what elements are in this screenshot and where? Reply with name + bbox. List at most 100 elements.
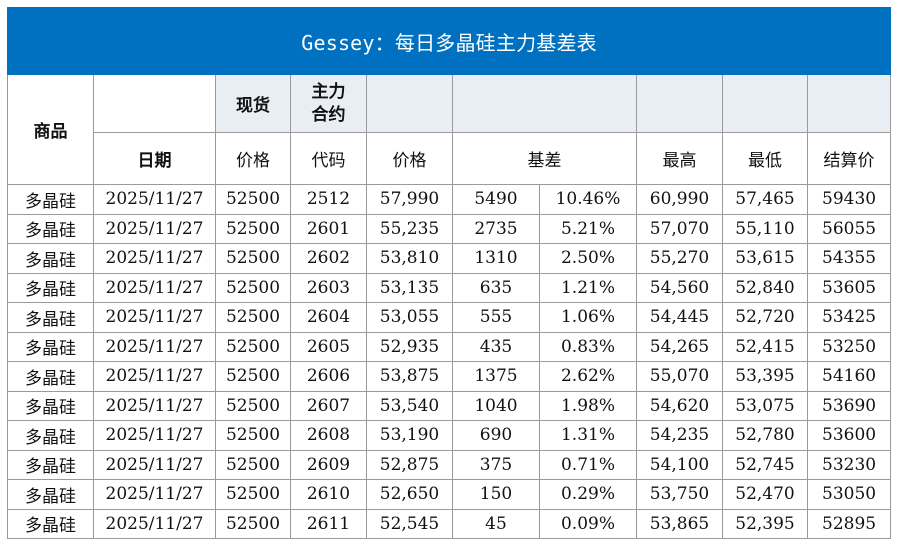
cell-date: 2025/11/27 [93,331,216,362]
cell-low: 52,415 [722,331,808,362]
cell-price: 52,545 [366,508,453,539]
header-price: 价格 [366,132,453,185]
cell-basis: 375 [452,449,540,480]
cell-basis: 45 [452,508,540,539]
cell-product: 多晶硅 [7,213,94,244]
cell-price: 53,540 [366,390,453,421]
cell-basis: 1375 [452,361,540,392]
cell-settle: 53050 [806,479,892,510]
header-blank [93,74,216,133]
cell-pct: 0.71% [539,449,637,480]
cell-low: 53,615 [722,243,808,274]
cell-low: 52,720 [722,302,808,333]
cell-high: 54,620 [636,390,723,421]
cell-code: 2512 [290,184,367,215]
cell-spot: 52500 [215,272,291,303]
cell-product: 多晶硅 [7,361,94,392]
cell-code: 2611 [290,508,367,539]
header-contract-line2: 合约 [311,104,346,125]
header-date: 日期 [93,132,216,185]
cell-price: 52,935 [366,331,453,362]
cell-code: 2606 [290,361,367,392]
cell-spot: 52500 [215,479,291,510]
cell-basis: 5490 [452,184,540,215]
cell-product: 多晶硅 [7,302,94,333]
cell-code: 2607 [290,390,367,421]
table-row: 多晶硅 2025/11/27 52500 2602 53,810 1310 2.50% 55,… [7,243,892,274]
cell-low: 53,395 [722,361,808,392]
cell-pct: 0.29% [539,479,637,510]
cell-price: 52,650 [366,479,453,510]
header-filler [806,74,892,133]
cell-date: 2025/11/27 [93,243,216,274]
cell-settle: 53600 [806,420,892,451]
cell-date: 2025/11/27 [93,302,216,333]
cell-low: 53,075 [722,390,808,421]
cell-product: 多晶硅 [7,243,94,274]
cell-basis: 150 [452,479,540,510]
cell-spot: 52500 [215,361,291,392]
cell-settle: 52895 [806,508,892,539]
cell-price: 53,055 [366,302,453,333]
table-row: 多晶硅 2025/11/27 52500 2611 52,545 45 0.09% 53,86… [7,508,892,539]
cell-code: 2604 [290,302,367,333]
cell-date: 2025/11/27 [93,449,216,480]
cell-basis: 435 [452,331,540,362]
cell-code: 2610 [290,479,367,510]
cell-price: 53,135 [366,272,453,303]
cell-basis: 1040 [452,390,540,421]
cell-basis: 555 [452,302,540,333]
table-row: 多晶硅 2025/11/27 52500 2604 53,055 555 1.06% 54,4… [7,302,892,333]
cell-basis: 690 [452,420,540,451]
cell-pct: 10.46% [539,184,637,215]
cell-basis: 2735 [452,213,540,244]
cell-product: 多晶硅 [7,331,94,362]
cell-low: 52,745 [722,449,808,480]
cell-date: 2025/11/27 [93,479,216,510]
cell-price: 53,190 [366,420,453,451]
cell-pct: 0.83% [539,331,637,362]
header-settle: 结算价 [806,132,892,185]
cell-spot: 52500 [215,420,291,451]
table-row: 多晶硅 2025/11/27 52500 2512 57,990 5490 10.46% 60… [7,184,892,215]
cell-spot: 52500 [215,449,291,480]
cell-settle: 53605 [806,272,892,303]
cell-spot: 52500 [215,243,291,274]
cell-basis: 635 [452,272,540,303]
cell-pct: 2.50% [539,243,637,274]
table-body: 多晶硅 2025/11/27 52500 2512 57,990 5490 10.46% 60… [7,184,892,539]
cell-high: 53,750 [636,479,723,510]
cell-date: 2025/11/27 [93,272,216,303]
header-filler [452,74,637,133]
cell-product: 多晶硅 [7,508,94,539]
cell-product: 多晶硅 [7,479,94,510]
cell-low: 52,840 [722,272,808,303]
cell-code: 2605 [290,331,367,362]
cell-settle: 54160 [806,361,892,392]
cell-spot: 52500 [215,213,291,244]
cell-low: 55,110 [722,213,808,244]
cell-code: 2602 [290,243,367,274]
header-high: 最高 [636,132,723,185]
cell-code: 2601 [290,213,367,244]
cell-spot: 52500 [215,508,291,539]
cell-product: 多晶硅 [7,184,94,215]
header-product: 商品 [7,74,94,185]
cell-high: 60,990 [636,184,723,215]
basis-table: Gessey：每日多晶硅主力基差表 商品 现货 主力 合约 日期 价格 代码 [6,7,892,539]
cell-settle: 54355 [806,243,892,274]
cell-low: 57,465 [722,184,808,215]
cell-low: 52,780 [722,420,808,451]
cell-code: 2608 [290,420,367,451]
table-title: Gessey：每日多晶硅主力基差表 [6,7,892,75]
cell-product: 多晶硅 [7,272,94,303]
table-row: 多晶硅 2025/11/27 52500 2601 55,235 2735 5.21% 57,… [7,213,892,244]
cell-pct: 1.21% [539,272,637,303]
table-row: 多晶硅 2025/11/27 52500 2606 53,875 1375 2.62% 55,… [7,361,892,392]
header-low: 最低 [722,132,808,185]
table-row: 多晶硅 2025/11/27 52500 2609 52,875 375 0.71% 54,1… [7,449,892,480]
cell-settle: 59430 [806,184,892,215]
cell-date: 2025/11/27 [93,420,216,451]
cell-basis: 1310 [452,243,540,274]
cell-low: 52,395 [722,508,808,539]
